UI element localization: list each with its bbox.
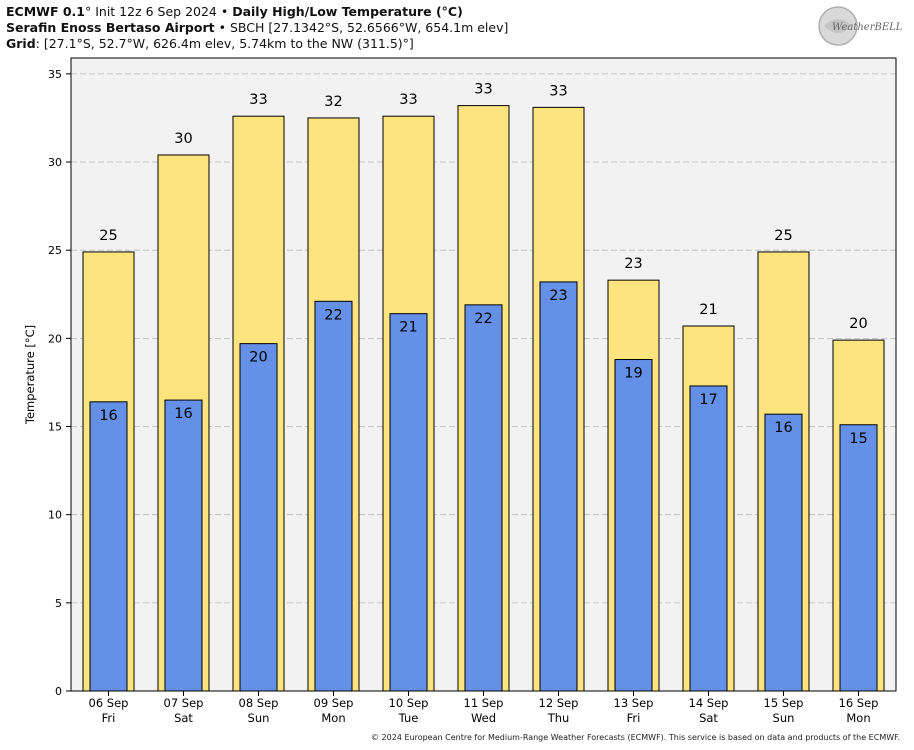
x-tick-label-day: Sun bbox=[248, 711, 270, 725]
high-temp-label: 32 bbox=[324, 94, 342, 110]
x-tick-label-date: 14 Sep bbox=[689, 696, 729, 710]
x-tick-label-date: 10 Sep bbox=[389, 696, 429, 710]
header-line-1: ECMWF 0.1° Init 12z 6 Sep 2024 • Daily H… bbox=[6, 4, 508, 20]
x-tick-label-day: Mon bbox=[846, 711, 870, 725]
grid-info: : [27.1°S, 52.7°W, 626.4m elev, 5.74km t… bbox=[35, 36, 414, 51]
high-temp-label: 33 bbox=[399, 92, 417, 108]
grid-label: Grid bbox=[6, 36, 36, 51]
y-tick-label: 20 bbox=[48, 332, 62, 345]
low-temp-label: 23 bbox=[549, 288, 567, 304]
low-temp-bar bbox=[389, 313, 428, 692]
low-temp-label: 19 bbox=[624, 366, 642, 382]
low-temp-label: 16 bbox=[174, 406, 192, 422]
station-name: Serafin Enoss Bertaso Airport bbox=[6, 20, 215, 35]
low-temp-bar bbox=[614, 359, 653, 692]
low-temp-bar bbox=[164, 399, 203, 692]
y-tick-label: 25 bbox=[48, 244, 62, 257]
x-tick-label-date: 11 Sep bbox=[464, 696, 504, 710]
degree-mark: ° bbox=[84, 4, 92, 19]
low-temp-bar bbox=[314, 300, 353, 692]
model-name: ECMWF 0.1 bbox=[6, 4, 85, 19]
x-tick-label-date: 12 Sep bbox=[539, 696, 579, 710]
high-temp-label: 23 bbox=[624, 256, 642, 272]
high-temp-label: 30 bbox=[174, 131, 192, 147]
low-temp-label: 22 bbox=[474, 311, 492, 327]
x-tick-label-date: 09 Sep bbox=[314, 696, 354, 710]
low-temp-bar bbox=[89, 401, 128, 692]
y-tick-label: 15 bbox=[48, 421, 62, 434]
x-tick-label-date: 06 Sep bbox=[89, 696, 129, 710]
x-tick-label-day: Mon bbox=[321, 711, 345, 725]
high-temp-label: 20 bbox=[849, 316, 867, 332]
low-temp-label: 15 bbox=[849, 431, 867, 447]
x-tick-label-day: Sun bbox=[773, 711, 795, 725]
high-temp-label: 33 bbox=[249, 92, 267, 108]
logo-text: WeatherBELL bbox=[832, 22, 903, 33]
y-tick-label: 5 bbox=[55, 597, 62, 610]
copyright-footer: © 2024 European Centre for Medium-Range … bbox=[371, 733, 900, 742]
x-tick-label-date: 16 Sep bbox=[839, 696, 879, 710]
init-time: Init 12z 6 Sep 2024 • bbox=[91, 4, 233, 19]
x-tick-label-date: 08 Sep bbox=[239, 696, 279, 710]
x-tick-label-day: Sat bbox=[699, 711, 718, 725]
y-tick-label: 35 bbox=[48, 68, 62, 81]
low-temp-bar bbox=[689, 385, 728, 692]
chart-title: Daily High/Low Temperature (°C) bbox=[232, 4, 463, 19]
low-temp-label: 21 bbox=[399, 320, 417, 336]
chart-header: ECMWF 0.1° Init 12z 6 Sep 2024 • Daily H… bbox=[6, 4, 508, 52]
x-tick-label-day: Fri bbox=[627, 711, 641, 725]
high-temp-label: 33 bbox=[549, 83, 567, 99]
header-line-2: Serafin Enoss Bertaso Airport • SBCH [27… bbox=[6, 20, 508, 36]
low-temp-bar bbox=[464, 304, 503, 692]
high-temp-label: 33 bbox=[474, 82, 492, 98]
low-temp-label: 20 bbox=[249, 350, 267, 366]
high-temp-label: 25 bbox=[99, 228, 117, 244]
low-temp-label: 16 bbox=[774, 420, 792, 436]
x-tick-label-day: Wed bbox=[471, 711, 496, 725]
low-temp-bar bbox=[764, 413, 803, 692]
x-tick-label-day: Fri bbox=[102, 711, 116, 725]
y-tick-label: 30 bbox=[48, 156, 62, 169]
header-line-3: Grid: [27.1°S, 52.7°W, 626.4m elev, 5.74… bbox=[6, 36, 508, 52]
x-tick-label-date: 13 Sep bbox=[614, 696, 654, 710]
x-tick-label-date: 07 Sep bbox=[164, 696, 204, 710]
x-tick-label-day: Sat bbox=[174, 711, 193, 725]
low-temp-label: 16 bbox=[99, 408, 117, 424]
x-tick-label-day: Tue bbox=[398, 711, 419, 725]
weatherbell-logo: WeatherBELL bbox=[818, 6, 903, 46]
low-temp-bar bbox=[539, 281, 578, 692]
low-temp-label: 22 bbox=[324, 307, 342, 323]
low-temp-bar bbox=[839, 424, 878, 692]
y-tick-label: 0 bbox=[55, 685, 62, 698]
x-tick-label-date: 15 Sep bbox=[764, 696, 804, 710]
station-info: • SBCH [27.1342°S, 52.6566°W, 654.1m ele… bbox=[214, 20, 509, 35]
high-temp-label: 25 bbox=[774, 228, 792, 244]
low-temp-label: 17 bbox=[699, 392, 717, 408]
y-tick-label: 10 bbox=[48, 509, 62, 522]
low-temp-bar bbox=[239, 343, 278, 692]
high-temp-label: 21 bbox=[699, 302, 717, 318]
x-tick-label-day: Thu bbox=[547, 711, 570, 725]
y-axis-label: Temperature [°C] bbox=[23, 325, 37, 425]
